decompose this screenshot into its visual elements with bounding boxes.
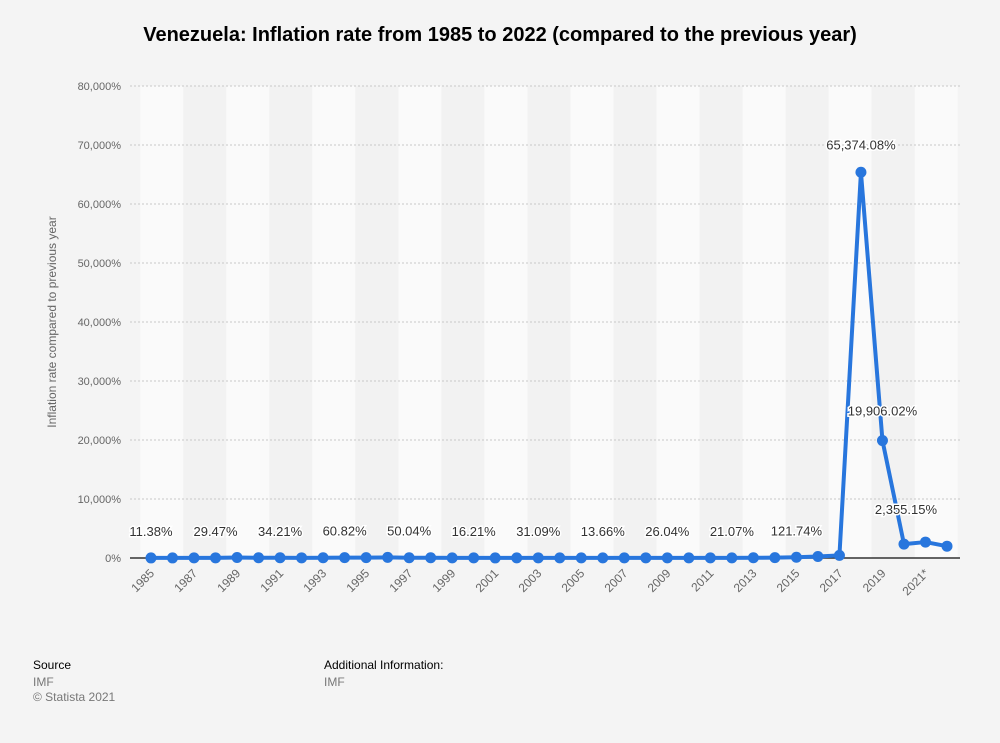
x-tick-label: 2015 (774, 566, 803, 595)
x-tick-label: 2001 (473, 566, 502, 595)
data-point (898, 538, 910, 550)
data-label: 65,374.08% (826, 137, 896, 152)
x-tick-label: 2019 (860, 566, 889, 595)
y-tick-label: 80,000% (78, 81, 122, 93)
x-tick-label: 1999 (430, 566, 459, 595)
x-tick-label: 2005 (559, 566, 588, 595)
y-tick-label: 40,000% (78, 317, 122, 329)
data-label: 60.82% (323, 524, 368, 539)
y-tick-label: 60,000% (78, 199, 122, 211)
data-label: 11.38% (129, 524, 173, 539)
x-tick-label: 1997 (387, 566, 416, 595)
chart-title: Venezuela: Inflation rate from 1985 to 2… (143, 24, 857, 46)
data-label: 16.21% (452, 524, 497, 539)
data-point (704, 552, 716, 564)
y-tick-label: 20,000% (78, 435, 122, 447)
data-point (554, 552, 566, 564)
x-tick-label: 1985 (128, 566, 157, 595)
data-point (941, 540, 953, 552)
data-point (833, 549, 845, 561)
data-point (167, 552, 179, 564)
data-label: 21.07% (710, 524, 755, 539)
data-label: 19,906.02% (848, 404, 918, 419)
additional-info-value: IMF (324, 675, 345, 689)
data-point (747, 552, 759, 564)
data-label: 26.04% (645, 524, 690, 539)
source-value: IMF (33, 675, 54, 689)
x-tick-label: 1987 (171, 566, 200, 595)
data-label: 34.21% (258, 524, 303, 539)
data-label: 31.09% (516, 524, 561, 539)
x-tick-label: 2021* (900, 566, 932, 598)
x-tick-label: 1991 (257, 566, 286, 595)
source-label: Source (33, 658, 72, 672)
x-tick-label: 1989 (214, 566, 243, 595)
data-point (253, 552, 265, 564)
x-tick-label: 2011 (688, 566, 716, 594)
data-point (790, 551, 802, 563)
y-axis-title: Inflation rate compared to previous year (45, 216, 59, 427)
data-point (812, 550, 824, 562)
data-point (919, 536, 931, 548)
data-point (726, 552, 738, 564)
line-chart: 0% 10,000% 20,000% 30,000% 40,000% 50,000% 60,… (45, 81, 960, 598)
data-label: 29.47% (193, 524, 238, 539)
x-tick-label: 2017 (817, 566, 846, 595)
copyright: © Statista 2021 (33, 690, 116, 704)
x-tick-label: 2007 (602, 566, 631, 595)
data-point (597, 552, 609, 564)
data-point (403, 552, 415, 564)
data-point (661, 552, 673, 564)
x-tick-label: 1995 (343, 566, 372, 595)
y-tick-label: 0% (105, 553, 121, 565)
data-point (769, 552, 781, 564)
data-point (575, 552, 587, 564)
data-point (532, 552, 544, 564)
data-point (876, 435, 888, 447)
x-tick-label: 2009 (645, 566, 674, 595)
data-point (468, 552, 480, 564)
x-tick-label: 2013 (731, 566, 760, 595)
data-point (274, 552, 286, 564)
data-point (446, 552, 458, 564)
data-point (618, 552, 630, 564)
data-label: 121.74% (771, 523, 823, 538)
data-point (489, 552, 501, 564)
y-tick-label: 70,000% (78, 140, 122, 152)
plot-band (527, 86, 571, 558)
data-point (855, 166, 867, 178)
data-point (210, 552, 222, 564)
data-point (231, 552, 243, 564)
data-point (683, 552, 695, 564)
data-label: 13.66% (581, 524, 626, 539)
data-point (296, 552, 308, 564)
additional-info-label: Additional Information: (324, 658, 444, 672)
data-label: 50.04% (387, 524, 432, 539)
data-label: 2,355.15% (875, 502, 938, 517)
x-tick-label: 2003 (516, 566, 545, 595)
data-point (360, 552, 372, 564)
data-point (317, 552, 329, 564)
data-point (188, 552, 200, 564)
y-tick-label: 50,000% (78, 258, 122, 270)
data-point (382, 551, 394, 563)
data-point (511, 552, 523, 564)
x-tick-label: 1993 (300, 566, 329, 595)
data-point (339, 552, 351, 564)
y-tick-label: 10,000% (78, 494, 122, 506)
data-point (640, 552, 652, 564)
data-point (425, 552, 437, 564)
data-point (145, 552, 157, 564)
y-tick-label: 30,000% (78, 376, 122, 388)
